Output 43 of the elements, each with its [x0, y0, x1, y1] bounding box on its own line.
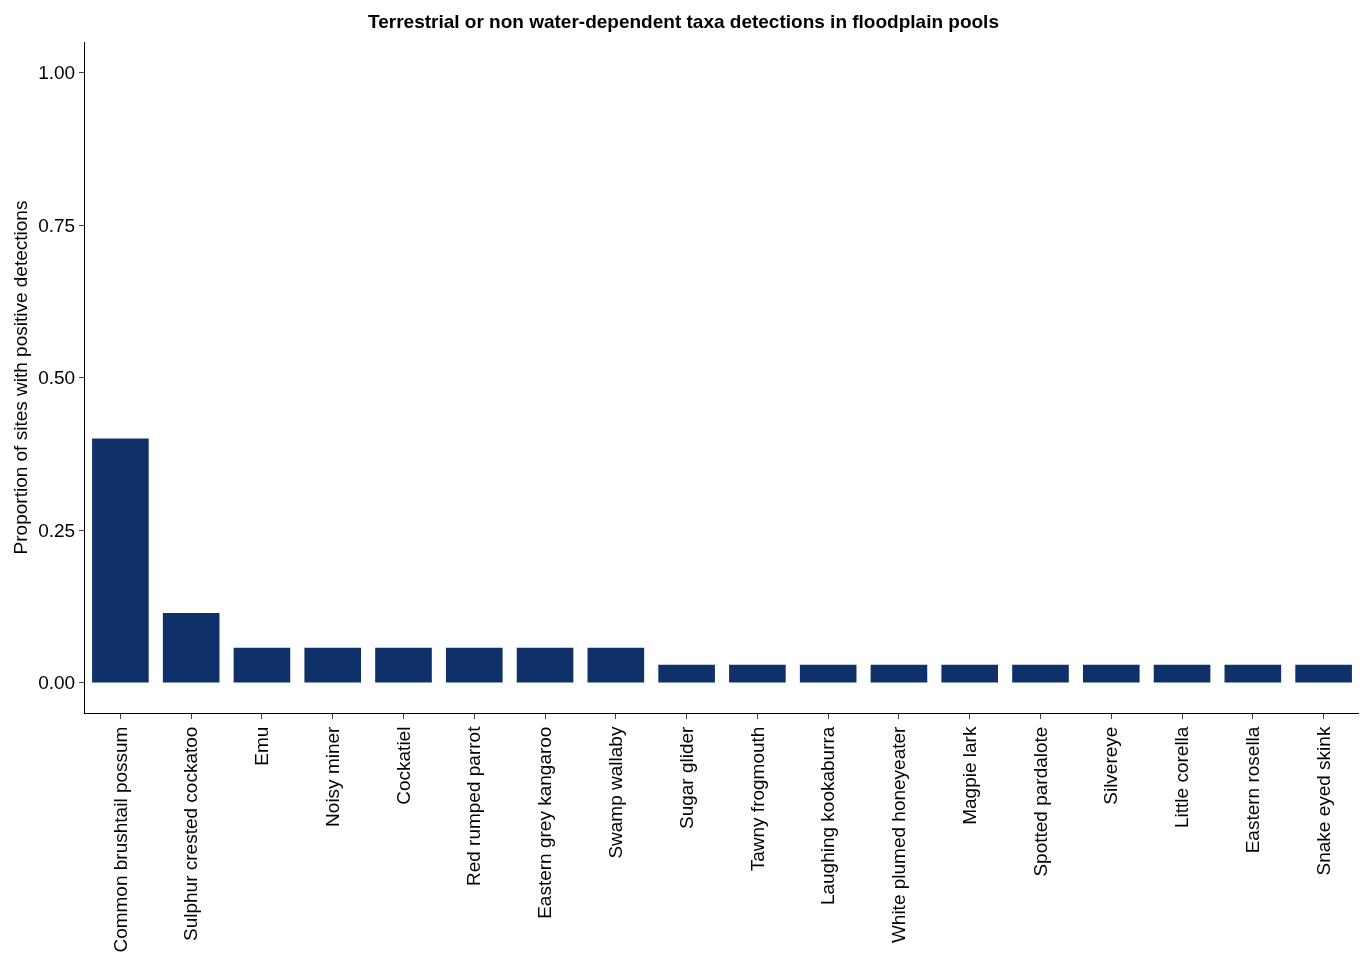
x-tick-label: Noisy miner — [321, 725, 343, 827]
bar — [162, 612, 220, 683]
bar — [799, 664, 857, 683]
bar — [1224, 664, 1282, 683]
y-tick-label: 0.00 — [38, 672, 76, 694]
x-tick-label: Common brushtail possum — [109, 726, 131, 953]
x-tick-label: Emu — [251, 726, 273, 766]
x-tick-label: Eastern grey kangaroo — [534, 726, 556, 919]
x-tick-label: White plumed honeyeater — [888, 725, 910, 944]
x-tick-label: Sugar glider — [675, 725, 697, 830]
bar — [92, 438, 149, 683]
bar — [870, 664, 928, 683]
bar — [516, 647, 574, 683]
bar — [375, 647, 432, 683]
x-tick-label: Snake eyed skink — [1312, 726, 1334, 876]
y-tick-label: 0.50 — [38, 367, 76, 389]
x-tick-label: Sulphur crested cockatoo — [180, 726, 202, 942]
y-tick-label: 0.75 — [38, 214, 76, 236]
y-tick-label: 0.25 — [38, 519, 76, 541]
x-tick-label: Tawny frogmouth — [746, 726, 768, 872]
x-tick-label: Laughing kookaburra — [817, 726, 839, 906]
x-tick-label: Eastern rosella — [1242, 726, 1264, 854]
bar — [1153, 664, 1211, 683]
bar — [1295, 664, 1352, 683]
bar — [1082, 664, 1140, 683]
bar — [587, 647, 645, 683]
bar — [658, 664, 715, 683]
chart-title: Terrestrial or non water-dependent taxa detections in floodplain pools — [368, 10, 999, 32]
x-tick-label: Magpie lark — [958, 726, 980, 825]
bar — [941, 664, 999, 683]
y-axis-title: Proportion of sites with positive detections — [10, 200, 32, 555]
bar — [1012, 664, 1069, 683]
bar — [445, 647, 503, 683]
x-tick-label: Spotted pardalote — [1029, 726, 1051, 877]
bar — [304, 647, 362, 683]
bar — [729, 664, 786, 683]
x-tick-label: Silvereye — [1100, 726, 1122, 805]
x-tick-label: Red rumped parrot — [463, 725, 485, 887]
x-tick-label: Cockatiel — [392, 726, 414, 805]
x-tick-label: Little corella — [1171, 726, 1193, 828]
y-tick-label: 1.00 — [38, 62, 76, 84]
x-tick-label: Swamp wallaby — [605, 726, 627, 859]
bar — [233, 647, 291, 683]
